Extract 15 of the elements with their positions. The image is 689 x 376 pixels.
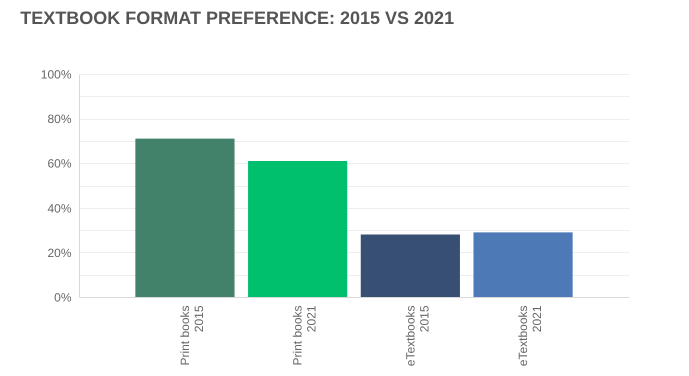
x-tick-label: eTextbooks 2021 (516, 305, 544, 366)
bar (473, 232, 573, 297)
y-tick-label: 80% (47, 112, 72, 126)
bar (360, 234, 460, 297)
chart-title: TEXTBOOK FORMAT PREFERENCE: 2015 VS 2021 (20, 8, 454, 28)
y-tick-label: 60% (47, 156, 72, 171)
x-tick-label: Print books 2015 (178, 305, 206, 366)
y-tick-label: 0% (54, 290, 72, 304)
x-tick-label: eTextbooks 2015 (403, 305, 432, 366)
y-tick-label: 20% (47, 246, 72, 260)
y-tick-label: 40% (47, 201, 72, 216)
bar (248, 160, 348, 297)
bar (135, 138, 235, 297)
y-tick-label: 100% (40, 68, 72, 82)
x-tick-label: Print books 2021 (290, 305, 319, 366)
